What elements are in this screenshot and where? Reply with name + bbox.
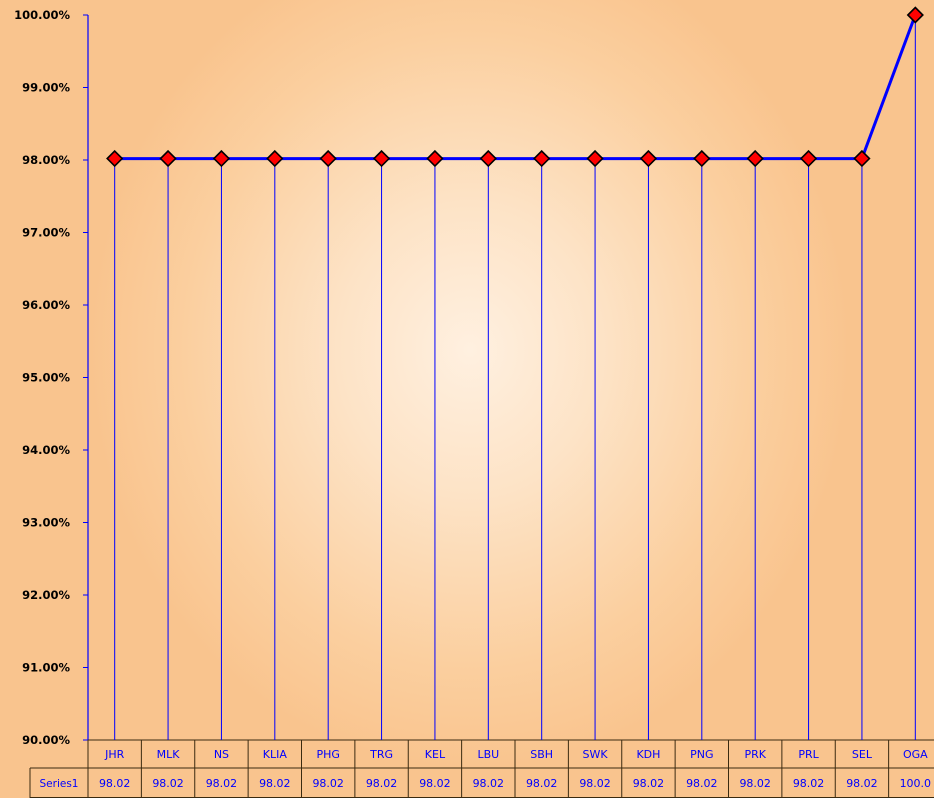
table-value: 98.02 <box>312 777 344 790</box>
table-value: 98.02 <box>99 777 131 790</box>
x-tick-label: NS <box>214 748 229 761</box>
table-value: 98.02 <box>473 777 505 790</box>
x-tick-label: PRK <box>744 748 766 761</box>
data-point-marker <box>372 149 391 168</box>
y-tick-label: 94.00% <box>22 443 70 457</box>
x-tick-label: SEL <box>852 748 873 761</box>
y-tick-label: 98.00% <box>22 153 70 167</box>
y-tick-label: 90.00% <box>22 733 70 747</box>
y-tick-label: 92.00% <box>22 588 70 602</box>
series-line <box>114 14 917 161</box>
x-tick-label: SBH <box>530 748 553 761</box>
y-tick-label: 99.00% <box>22 81 70 95</box>
x-tick-label: KLIA <box>263 748 288 761</box>
table-value: 98.02 <box>579 777 611 790</box>
x-tick-label: PHG <box>316 748 339 761</box>
table-series-name: Series1 <box>40 778 79 790</box>
x-tick-label: PNG <box>690 748 713 761</box>
data-point-marker <box>799 149 818 168</box>
table-value: 98.02 <box>793 777 825 790</box>
table-value: 98.02 <box>739 777 771 790</box>
table-value: 98.02 <box>259 777 291 790</box>
table-value: 100.0 <box>900 777 932 790</box>
data-point-marker <box>159 149 177 168</box>
y-tick-label: 95.00% <box>22 371 70 385</box>
data-point-marker <box>266 149 284 168</box>
y-tick-label: 96.00% <box>22 298 70 312</box>
y-tick-label: 91.00% <box>22 661 70 675</box>
data-point-marker <box>212 149 231 168</box>
x-tick-label: MLK <box>157 748 181 761</box>
x-tick-label: KDH <box>636 748 660 761</box>
table-value: 98.02 <box>633 777 665 790</box>
data-point-marker <box>906 6 924 24</box>
table-value: 98.02 <box>846 777 878 790</box>
data-point-marker <box>533 149 551 168</box>
data-point-marker <box>319 149 337 168</box>
x-tick-label: TRG <box>369 748 393 761</box>
x-tick-label: JHR <box>104 748 125 761</box>
data-point-marker <box>693 149 711 168</box>
data-point-marker <box>426 149 444 168</box>
data-point-marker <box>853 149 871 168</box>
y-tick-label: 97.00% <box>22 226 70 240</box>
table-value: 98.02 <box>686 777 718 790</box>
table-value: 98.02 <box>419 777 451 790</box>
x-tick-label: PRL <box>798 748 819 761</box>
data-point-marker <box>639 149 658 168</box>
y-tick-label: 100.00% <box>14 8 70 22</box>
table-value: 98.02 <box>526 777 558 790</box>
x-tick-label: KEL <box>425 748 446 761</box>
data-point-marker <box>746 149 764 168</box>
data-point-marker <box>106 149 124 168</box>
x-tick-label: OGA <box>903 748 928 761</box>
table-value: 98.02 <box>206 777 238 790</box>
table-value: 98.02 <box>152 777 184 790</box>
y-tick-label: 93.00% <box>22 516 70 530</box>
x-tick-label: SWK <box>583 748 609 761</box>
x-tick-label: LBU <box>477 748 499 761</box>
table-value: 98.02 <box>366 777 398 790</box>
data-point-marker <box>586 149 604 168</box>
data-point-marker <box>479 149 497 168</box>
